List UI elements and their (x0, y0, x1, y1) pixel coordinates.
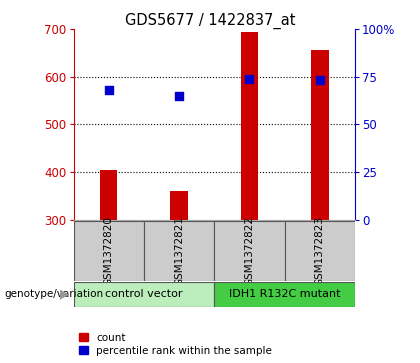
Text: genotype/variation: genotype/variation (4, 289, 103, 299)
Text: GSM1372822: GSM1372822 (244, 216, 255, 286)
Text: GSM1372823: GSM1372823 (315, 216, 325, 286)
Text: GDS5677 / 1422837_at: GDS5677 / 1422837_at (125, 13, 295, 29)
Point (246, 76, 253, 81)
Bar (214, 282, 355, 307)
Point (316, 78, 323, 83)
Text: IDH1 R132C mutant: IDH1 R132C mutant (229, 289, 340, 299)
Legend: count, percentile rank within the sample: count, percentile rank within the sample (79, 333, 272, 356)
Point (105, 87, 112, 93)
Bar (74, 221, 144, 281)
Bar (214, 221, 285, 281)
Bar (285, 221, 355, 281)
Bar (170, 191, 188, 220)
Text: GSM1372821: GSM1372821 (174, 216, 184, 286)
Bar (241, 32, 258, 220)
Bar (311, 50, 328, 220)
Bar (100, 170, 118, 220)
Bar (74, 282, 214, 307)
Text: GSM1372820: GSM1372820 (104, 216, 114, 286)
Bar (144, 221, 214, 281)
Text: ▶: ▶ (60, 288, 69, 301)
Point (176, 93, 182, 99)
Text: control vector: control vector (105, 289, 183, 299)
